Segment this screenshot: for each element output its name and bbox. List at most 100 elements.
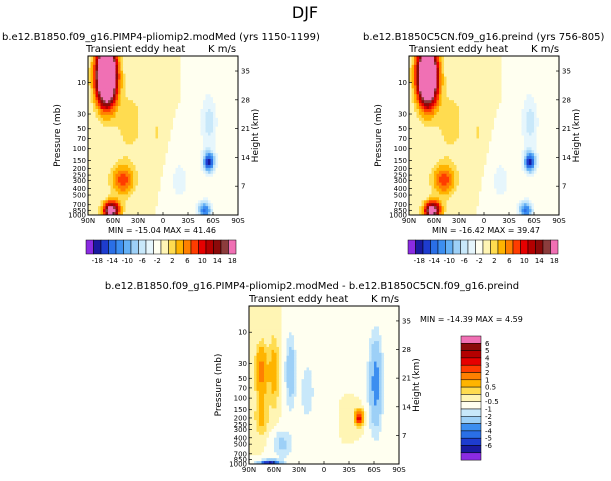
plot-right-cell [434,97,437,101]
plot-right-cell [421,120,425,125]
plot-right-cell [409,111,412,116]
plot-left-cell [208,91,211,95]
plot-right-cell [466,58,470,63]
plot-right-cell [469,82,472,86]
plot-left-cell [168,206,171,210]
plot-left-cell [93,76,96,80]
plot-left-cell [205,85,209,89]
plot-right-cell [489,94,492,98]
plot-right-cell [504,123,507,128]
plot-left-cell [220,73,224,78]
plot-right-cell [521,85,525,89]
plot-left-y-tick-label: 200 [73,165,86,173]
plot-left-cell [193,56,196,60]
plot-left-cell [195,206,199,210]
plot-right-cell [474,82,477,86]
plot-left-cell [218,141,221,145]
plot-right-cell [556,64,560,69]
plot-left-cell [230,144,234,148]
plot-right-cell [496,129,500,133]
plot-right-cell [444,61,447,66]
plot-left-cell [95,79,99,83]
plot-left-cell [178,194,181,198]
plot-left-cell [188,176,191,181]
plot-left-cell [228,76,231,80]
plot-left-cell [235,64,239,69]
plot-left-cell [208,100,211,104]
plot-right-cell [546,117,550,122]
plot-right-cell [534,79,537,83]
plot-left-cell [113,194,116,198]
plot-right-cell [506,79,510,83]
plot-left-cell [138,114,141,119]
plot-left-cell [228,159,231,163]
colorbar-left-label: -10 [122,257,133,265]
plot-right-cell [476,97,480,101]
plot-left-cell [88,144,91,148]
plot-right-cell [534,76,537,80]
plot-right-cell [549,70,552,75]
plot-left-cell [163,191,166,195]
plot-left-cell [90,153,94,157]
plot-right-cell [434,64,437,69]
plot-right-cell [411,117,415,122]
plot-left-cell [160,194,164,198]
plot-left-cell [210,76,214,80]
plot-left-cell [150,191,154,195]
plot-left-cell [185,197,189,201]
plot-left-cell [113,147,116,151]
plot-left-cell [230,76,234,80]
plot-left-cell [190,167,194,172]
plot-left-cell [110,135,114,139]
plot-left-cell [178,114,181,119]
plot-left-cell [235,141,239,145]
plot-left-cell [210,100,214,104]
plot-left-cell [185,170,189,175]
plot-right-cell [524,56,527,60]
plot-left-cell [103,129,106,133]
plot-left-cell [143,73,146,78]
plot-right-cell [549,94,552,98]
plot-left-cell [155,58,159,63]
plot-right-cell [554,132,557,136]
plot-left-cell [153,129,156,133]
plot-left-cell [130,167,134,172]
plot-left-cell [150,94,154,98]
plot-left-cell [145,70,149,75]
plot-left-cell [183,212,186,216]
plot-left-cell [203,91,206,95]
plot-left-cell [100,76,104,80]
plot-left-cell [108,141,111,145]
plot-left-cell [110,88,114,92]
plot-left-cell [210,120,214,125]
plot-right-cell [434,106,437,110]
plot-left-cell [110,123,114,128]
plot-left-cell [98,188,101,192]
plot-left-cell [150,129,154,133]
plot-right-cell [441,126,445,131]
plot-left-cell [120,64,124,69]
plot-left-cell [115,170,119,175]
plot-left-cell [115,97,119,101]
plot-right-cell [459,58,462,63]
plot-left-cell [218,138,221,142]
plot-right-cell [509,56,512,60]
plot-left-cell [123,103,126,107]
plot-right-cell [484,117,487,122]
plot-right-cell [554,61,557,66]
plot-left-cell [143,114,146,119]
plot-right-cell [526,79,530,83]
plot-left-cell [188,88,191,92]
plot-right-cell [496,117,500,122]
plot-left-cell [193,150,196,154]
plot-right-cell [421,67,425,72]
plot-left-cell [115,153,119,157]
plot-left-cell [188,135,191,139]
plot-right-cell [486,73,490,78]
plot-right-cell [474,97,477,101]
plot-left-cell [183,188,186,192]
plot-left-cell [138,209,141,213]
plot-right-cell [494,88,497,92]
plot-left-cell [230,212,234,216]
plot-right-cell [409,88,412,92]
